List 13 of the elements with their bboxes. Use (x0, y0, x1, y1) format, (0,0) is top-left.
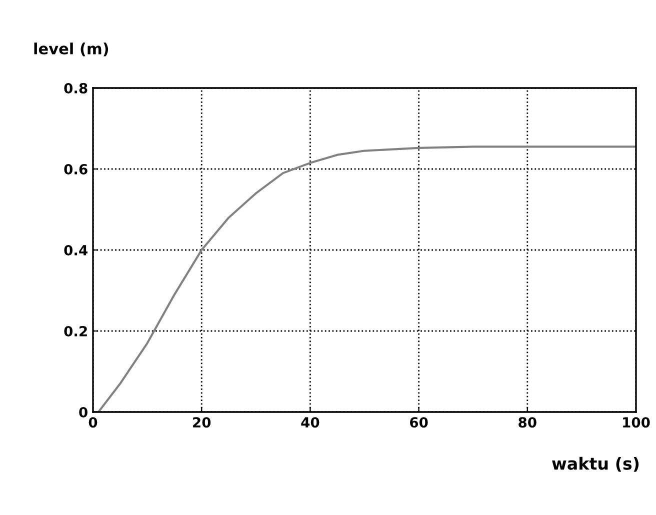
x-axis-title: waktu (s) (552, 456, 639, 472)
y-tick-label: 0 (79, 406, 88, 418)
x-tick-label: 100 (623, 417, 650, 428)
x-tick-label: 20 (193, 417, 211, 428)
x-tick-label: 40 (301, 417, 320, 428)
y-tick-label: 0.4 (64, 244, 88, 256)
y-tick-label: 0.6 (64, 164, 88, 174)
x-tick-label: 0 (88, 417, 98, 428)
y-tick-label: 0.8 (64, 82, 88, 94)
x-tick-label: 80 (518, 417, 536, 428)
y-axis-title: level (m) (34, 42, 108, 56)
y-tick-label: 0.2 (64, 326, 87, 336)
x-tick-label: 60 (410, 417, 428, 428)
